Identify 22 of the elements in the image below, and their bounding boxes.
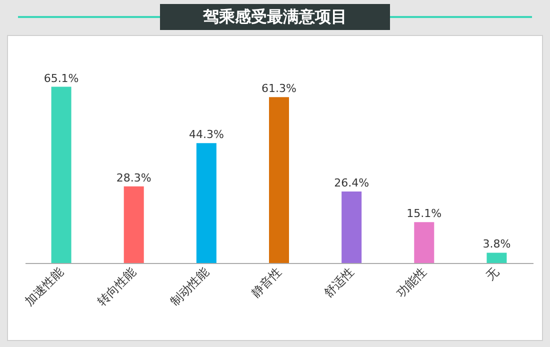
bar — [124, 186, 144, 263]
data-label: 28.3% — [116, 171, 152, 184]
chart-title: 驾乘感受最满意项目 — [160, 4, 390, 30]
data-label: 15.1% — [406, 207, 442, 220]
bar — [269, 97, 289, 263]
x-tick-label: 转向性能 — [94, 264, 139, 308]
bar — [486, 252, 507, 263]
x-tick-label: 加速性能 — [22, 264, 66, 308]
bar — [51, 86, 72, 263]
data-label: 26.4% — [334, 176, 370, 190]
data-label: 44.3% — [188, 128, 224, 142]
x-tick-label: 舒适性 — [321, 264, 357, 300]
x-tick-label: 静音性 — [248, 264, 284, 300]
bar — [196, 143, 216, 263]
bar — [342, 192, 362, 263]
x-tick-label: 无 — [483, 264, 502, 283]
data-label: 65.1% — [44, 72, 79, 85]
bar — [414, 222, 434, 263]
x-tick-label: 制动性能 — [168, 264, 212, 308]
x-tick-label: 功能性 — [394, 264, 430, 300]
data-label: 3.8% — [482, 238, 511, 251]
data-label: 61.3% — [262, 82, 296, 96]
